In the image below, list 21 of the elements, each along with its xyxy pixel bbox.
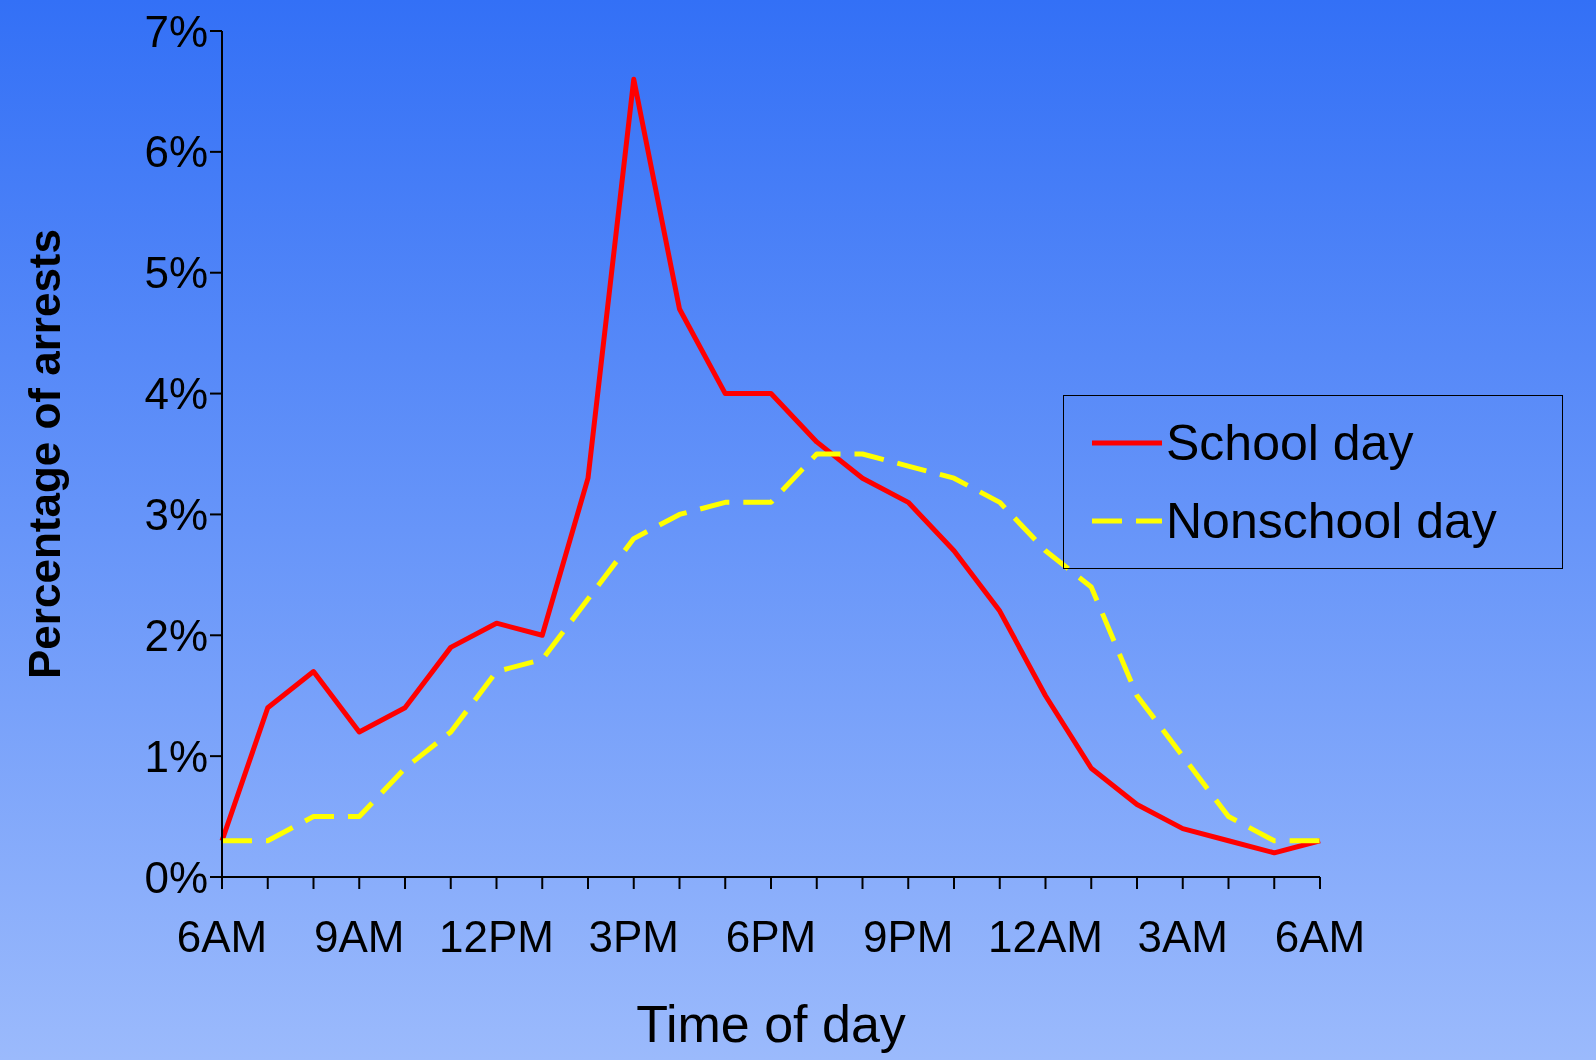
y-tick-label: 0%: [144, 852, 208, 902]
y-tick-label: 5%: [144, 248, 208, 298]
legend-label: Nonschool day: [1166, 492, 1497, 550]
x-tick-label: 6AM: [176, 912, 268, 962]
x-tick-label: 12PM: [439, 912, 554, 962]
x-tick-label: 3AM: [1137, 912, 1228, 962]
y-tick-label: 6%: [144, 127, 208, 177]
x-tick-label: 6PM: [725, 912, 817, 962]
y-tick-label: 3%: [144, 490, 208, 540]
y-tick-label: 4%: [144, 369, 208, 419]
y-tick-label: 1%: [144, 731, 208, 781]
y-tick-label: 2%: [144, 610, 208, 660]
y-tick-label: 7%: [144, 6, 208, 56]
y-axis-title: Percentage of arrests: [20, 229, 69, 679]
x-tick-label: 3PM: [588, 912, 679, 962]
x-tick-label: 9PM: [863, 912, 954, 962]
x-tick-label: 9AM: [314, 912, 405, 962]
x-tick-label: 6AM: [1274, 912, 1366, 962]
x-tick-label: 12AM: [988, 912, 1103, 962]
legend-label: School day: [1166, 414, 1414, 472]
x-axis-title: Time of day: [636, 995, 906, 1053]
